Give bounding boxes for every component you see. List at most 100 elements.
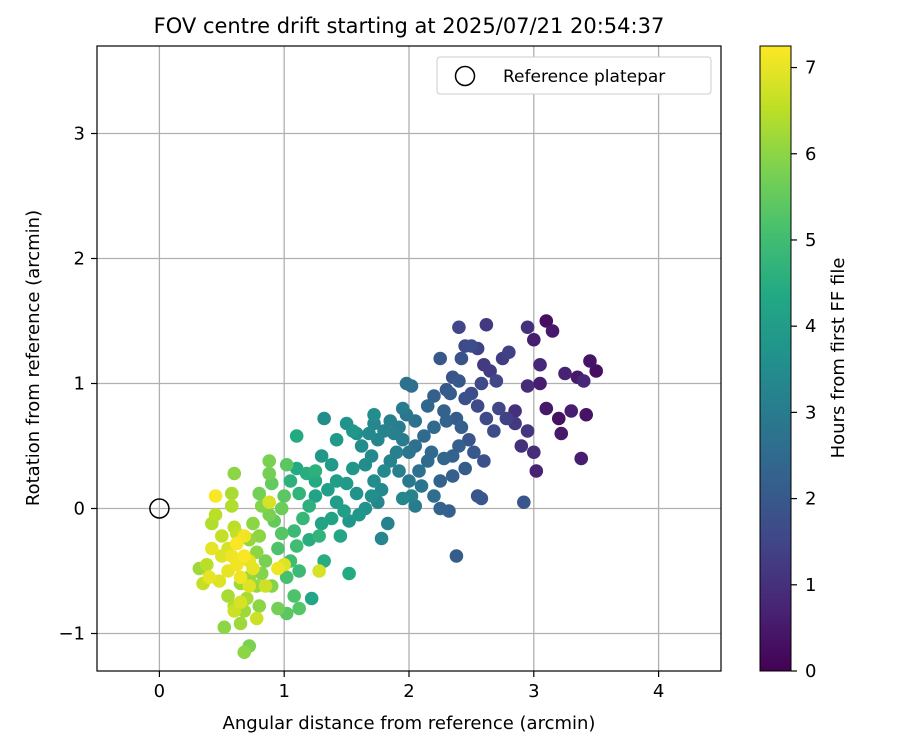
scatter-point	[224, 499, 239, 513]
scatter-point	[474, 491, 489, 506]
scatter-point	[312, 529, 326, 543]
scatter-point	[317, 411, 331, 426]
scatter-point	[227, 466, 242, 481]
scatter-point	[252, 599, 267, 613]
scatter-point	[346, 461, 360, 476]
scatter-point	[392, 464, 406, 478]
scatter-point	[520, 320, 535, 335]
scatter-point	[233, 616, 248, 631]
scatter-point	[279, 457, 294, 472]
data-points	[192, 314, 603, 660]
y-tick-label: 1	[74, 374, 85, 395]
scatter-point	[200, 557, 214, 572]
scatter-point	[289, 539, 304, 553]
scatter-point	[279, 570, 294, 585]
colorbar-tick-label: 1	[805, 575, 816, 596]
scatter-point	[246, 561, 260, 576]
scatter-point	[342, 566, 356, 581]
y-tick-label: 3	[74, 124, 85, 145]
scatter-point	[395, 491, 410, 506]
scatter-point	[304, 591, 319, 606]
chart-title: FOV centre drift starting at 2025/07/21 …	[154, 14, 665, 38]
scatter-point	[237, 645, 252, 660]
scatter-point	[402, 445, 416, 460]
scatter-point	[292, 486, 306, 501]
scatter-point	[427, 420, 441, 435]
scatter-point	[346, 424, 360, 438]
x-tick-label: 2	[403, 681, 414, 702]
scatter-point	[358, 457, 373, 472]
scatter-point	[477, 454, 491, 468]
scatter-point	[271, 601, 285, 616]
scatter-point	[454, 351, 469, 366]
scatter-point	[443, 386, 457, 401]
x-tick-label: 4	[653, 681, 664, 702]
scatter-point	[579, 407, 594, 422]
scatter-point	[452, 320, 466, 335]
scatter-point	[242, 579, 257, 593]
scatter-point	[349, 486, 364, 501]
scatter-point	[458, 461, 472, 476]
scatter-point	[377, 464, 391, 478]
scatter-point	[249, 611, 264, 626]
scatter-point	[354, 439, 369, 453]
scatter-point	[487, 424, 501, 438]
scatter-point	[367, 474, 381, 488]
scatter-point	[258, 579, 273, 593]
scatter-point	[529, 464, 544, 478]
scatter-point	[289, 429, 304, 443]
scatter-point	[452, 439, 466, 453]
x-tick-label: 3	[528, 681, 539, 702]
colorbar-tick-label: 7	[805, 58, 816, 79]
reference-marker	[149, 498, 170, 519]
scatter-point	[483, 364, 497, 378]
scatter-point	[237, 549, 252, 563]
scatter-point	[233, 595, 248, 610]
scatter-point	[302, 499, 316, 513]
reference-marker-group	[149, 498, 170, 519]
scatter-point	[492, 401, 506, 416]
scatter-point	[574, 451, 589, 466]
scatter-point	[427, 489, 441, 503]
scatter-point	[554, 426, 569, 441]
scatter-point	[221, 589, 235, 603]
scatter-point	[224, 486, 239, 501]
scatter-point	[502, 345, 516, 360]
scatter-point	[420, 454, 435, 468]
grid-lines	[97, 46, 721, 671]
scatter-point	[352, 507, 366, 522]
scatter-point	[433, 474, 448, 488]
scatter-point	[383, 454, 398, 468]
scatter-point	[558, 366, 572, 381]
colorbar-tick-label: 5	[805, 230, 816, 251]
colorbar-tick-label: 4	[805, 316, 816, 337]
x-axis-ticks: 0 1 2 3 4	[154, 671, 664, 702]
scatter-point	[333, 529, 348, 543]
scatter-point	[539, 314, 554, 328]
scatter-point	[520, 424, 535, 438]
scatter-point	[292, 601, 306, 616]
scatter-point	[258, 554, 273, 568]
scatter-point	[433, 351, 448, 366]
scatter-point	[367, 407, 381, 422]
legend-label: Reference platepar	[503, 67, 665, 87]
colorbar-gradient	[759, 45, 792, 672]
scatter-point	[271, 561, 285, 576]
scatter-point	[274, 526, 289, 541]
scatter-point	[433, 501, 448, 516]
scatter-point	[374, 531, 389, 546]
scatter-point	[233, 570, 248, 585]
scatter-point	[462, 432, 476, 447]
x-tick-label: 1	[278, 681, 289, 702]
scatter-point	[454, 420, 469, 435]
scatter-point	[489, 374, 504, 388]
scatter-point	[589, 364, 603, 378]
scatter-point	[274, 501, 289, 516]
scatter-point	[402, 474, 416, 488]
scatter-point	[362, 426, 376, 441]
scatter-point	[412, 464, 426, 478]
scatter-point	[215, 549, 229, 563]
colorbar-tick-label: 3	[805, 402, 816, 423]
scatter-point	[337, 504, 351, 518]
